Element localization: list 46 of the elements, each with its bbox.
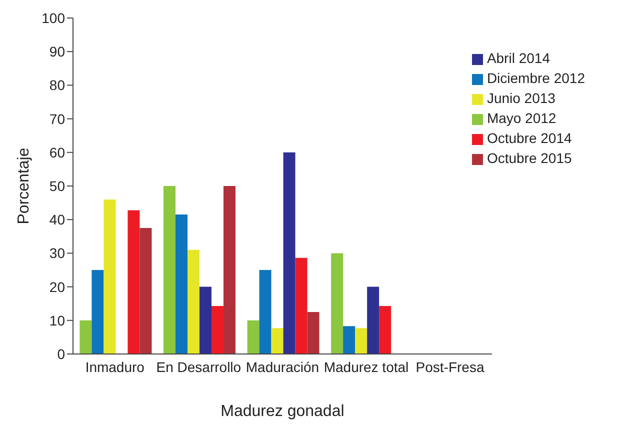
bar bbox=[80, 320, 92, 354]
legend-label: Abril 2014 bbox=[486, 50, 550, 66]
legend-label: Junio 2013 bbox=[486, 90, 556, 106]
bar bbox=[140, 228, 152, 354]
y-tick-label: 20 bbox=[49, 278, 66, 295]
bar bbox=[163, 186, 176, 354]
y-tick-label: 80 bbox=[49, 77, 66, 94]
x-tick-label: Maduración bbox=[246, 358, 320, 375]
y-tick-label: 60 bbox=[49, 144, 66, 160]
x-tick-label: Post-Fresa bbox=[416, 358, 484, 375]
legend-label: Octubre 2014 bbox=[486, 130, 572, 146]
bar bbox=[283, 152, 296, 354]
bar bbox=[128, 210, 140, 354]
bar bbox=[92, 270, 104, 354]
y-tick-label: 50 bbox=[49, 178, 66, 194]
y-tick-label: 90 bbox=[49, 44, 66, 60]
y-tick-label: 0 bbox=[57, 346, 66, 362]
y-tick-label: 30 bbox=[49, 245, 66, 262]
x-tick-label: Madurez total bbox=[324, 358, 409, 375]
legend-label: Mayo 2012 bbox=[486, 110, 556, 126]
bar bbox=[199, 286, 212, 354]
y-tick-label: 70 bbox=[49, 110, 66, 127]
bar bbox=[355, 328, 368, 354]
x-axis-title: Madurez gonadal bbox=[220, 403, 344, 420]
bar bbox=[187, 250, 200, 354]
y-tick-label: 40 bbox=[49, 212, 66, 228]
y-tick-label: 100 bbox=[42, 10, 66, 26]
y-axis-title: Porcentaje bbox=[16, 148, 33, 224]
legend-label: Octubre 2015 bbox=[486, 150, 572, 166]
x-tick-label: Inmaduro bbox=[85, 358, 145, 375]
bar bbox=[259, 270, 272, 354]
y-tick-label: 10 bbox=[49, 312, 66, 328]
bar bbox=[223, 186, 236, 354]
bar bbox=[247, 320, 260, 354]
bar bbox=[175, 214, 188, 354]
legend-label: Diciembre 2012 bbox=[486, 70, 585, 86]
bar bbox=[211, 306, 224, 354]
bar bbox=[331, 253, 344, 354]
bar bbox=[343, 326, 356, 354]
bar bbox=[295, 258, 308, 354]
bar bbox=[379, 306, 392, 354]
bar bbox=[307, 312, 320, 354]
x-tick-label: En Desarrollo bbox=[156, 358, 242, 375]
bar bbox=[367, 286, 380, 354]
bar bbox=[271, 328, 284, 354]
bar bbox=[104, 199, 116, 354]
